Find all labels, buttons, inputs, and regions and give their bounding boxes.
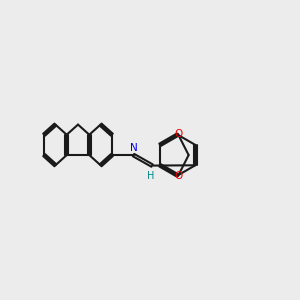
- Text: O: O: [174, 171, 182, 181]
- Text: N: N: [130, 143, 137, 153]
- Text: O: O: [174, 129, 182, 140]
- Text: H: H: [147, 171, 154, 181]
